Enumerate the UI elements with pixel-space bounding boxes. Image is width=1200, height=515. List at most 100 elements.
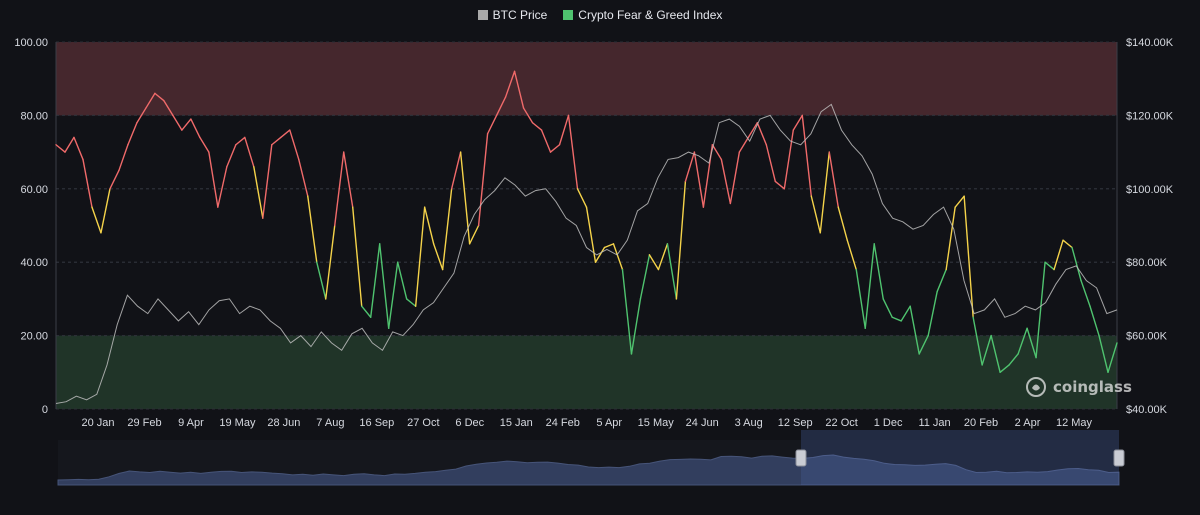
x-tick-label: 12 May (1056, 417, 1093, 429)
fgi-segment (1008, 353, 1019, 366)
fgi-segment (450, 151, 462, 190)
fgi-segment (792, 114, 803, 131)
navigator-handle-left[interactable] (795, 449, 807, 467)
fgi-segment (585, 206, 597, 263)
range-navigator[interactable] (57, 430, 1125, 486)
fgi-segment (756, 122, 768, 146)
fgi-segment (900, 305, 911, 322)
fgi-segment (783, 129, 795, 190)
fgi-segment (73, 136, 84, 161)
fgi-segment (990, 334, 1001, 373)
fgi-segment (1080, 279, 1091, 307)
btc-price-line (55, 103, 1118, 404)
x-tick-label: 16 Sep (359, 417, 394, 429)
fgi-segment (918, 334, 929, 355)
fgi-segment (684, 151, 696, 183)
y-left-tick-label: 100.00 (14, 37, 48, 49)
y-axis-right: $40.00K $60.00K $80.00K $100.00K $120.00K $14… (1126, 37, 1174, 416)
legend-item-fear-greed[interactable]: Crypto Fear & Greed Index (563, 8, 722, 22)
fgi-segment (145, 92, 156, 109)
fgi-segment (522, 107, 534, 124)
fgi-segment (594, 246, 606, 263)
series-fear-greed-index (55, 70, 1118, 373)
x-tick-label: 28 Jun (267, 417, 300, 429)
fgi-segment (558, 114, 570, 146)
x-tick-label: 27 Oct (407, 417, 439, 429)
fgi-segment (639, 254, 651, 300)
fgi-segment (747, 122, 759, 139)
fgi-segment (271, 136, 282, 146)
fgi-segment (819, 151, 830, 234)
fgi-segment (172, 114, 183, 131)
fgi-segment (927, 290, 938, 337)
navigator-handle-right[interactable] (1113, 449, 1125, 467)
fgi-segment (666, 243, 678, 300)
fgi-segment (1062, 239, 1073, 249)
fgi-segment (909, 305, 920, 355)
fgi-segment (378, 243, 390, 329)
fgi-segment (289, 129, 300, 161)
y-left-tick-label: 0 (42, 404, 48, 416)
navigator-area (57, 454, 1120, 486)
x-tick-label: 5 Apr (596, 417, 622, 429)
fgi-segment (486, 114, 498, 135)
fgi-segment (720, 158, 732, 205)
y-left-tick-label: 40.00 (20, 257, 48, 269)
x-tick-label: 3 Aug (735, 417, 763, 429)
x-axis: 20 Jan 29 Feb 9 Apr 19 May 28 Jun 7 Aug 16 Sep… (81, 417, 1092, 429)
fgi-segment (936, 268, 947, 293)
fgi-segment (154, 92, 165, 102)
fgi-segment (513, 70, 525, 109)
fgi-segment (477, 133, 489, 227)
fgi-segment (729, 151, 741, 205)
fgi-segment (1044, 261, 1055, 271)
fgi-segment (954, 195, 965, 208)
zone-bands (56, 42, 1117, 409)
legend-item-btc-price[interactable]: BTC Price (477, 8, 547, 22)
fgi-segment (711, 144, 723, 161)
fgi-segment (531, 122, 543, 131)
fgi-segment (774, 180, 786, 190)
fgi-segment (576, 188, 588, 208)
fgi-segment (1053, 239, 1064, 271)
fgi-segment (540, 129, 552, 153)
series-btc-price (55, 103, 1118, 404)
fgi-segment (765, 144, 777, 183)
fgi-segment (1017, 327, 1028, 355)
fgi-segment (882, 298, 893, 318)
y-axis-left: 0 20.00 40.00 60.00 80.00 100.00 (14, 37, 48, 416)
y-right-tick-label: $40.00K (1126, 404, 1168, 416)
fgi-segment (828, 151, 839, 208)
coinglass-logo-icon (1026, 377, 1046, 397)
fgi-segment (693, 151, 705, 208)
fgi-segment (316, 261, 327, 300)
fgi-segment (370, 243, 381, 318)
coinglass-watermark: coinglass (1025, 376, 1132, 398)
y-right-tick-label: $80.00K (1126, 257, 1168, 269)
y-left-tick-label: 80.00 (20, 110, 48, 122)
fgi-segment (343, 151, 354, 208)
fgi-segment (504, 70, 516, 98)
legend-swatch-fear-greed (563, 10, 574, 20)
fgi-segment (55, 144, 66, 153)
fgi-segment (801, 114, 812, 197)
fgi-segment (1098, 334, 1109, 373)
fgi-segment (999, 364, 1010, 373)
fgi-segment (163, 100, 174, 117)
x-tick-label: 12 Sep (778, 417, 813, 429)
fgi-segment (414, 206, 426, 307)
fgi-segment (109, 169, 120, 190)
fgi-segment (127, 122, 138, 146)
fgi-segment (91, 206, 102, 234)
y-right-tick-label: $100.00K (1126, 184, 1174, 196)
x-tick-label: 2 Apr (1015, 417, 1041, 429)
fgi-segment (136, 107, 147, 124)
fgi-segment (432, 243, 444, 271)
fgi-segment (963, 195, 974, 318)
fgi-segment (199, 136, 210, 153)
fgi-segment (567, 114, 579, 190)
x-tick-label: 6 Dec (455, 417, 484, 429)
fgi-segment (1071, 246, 1082, 282)
zone-fear (56, 335, 1117, 409)
